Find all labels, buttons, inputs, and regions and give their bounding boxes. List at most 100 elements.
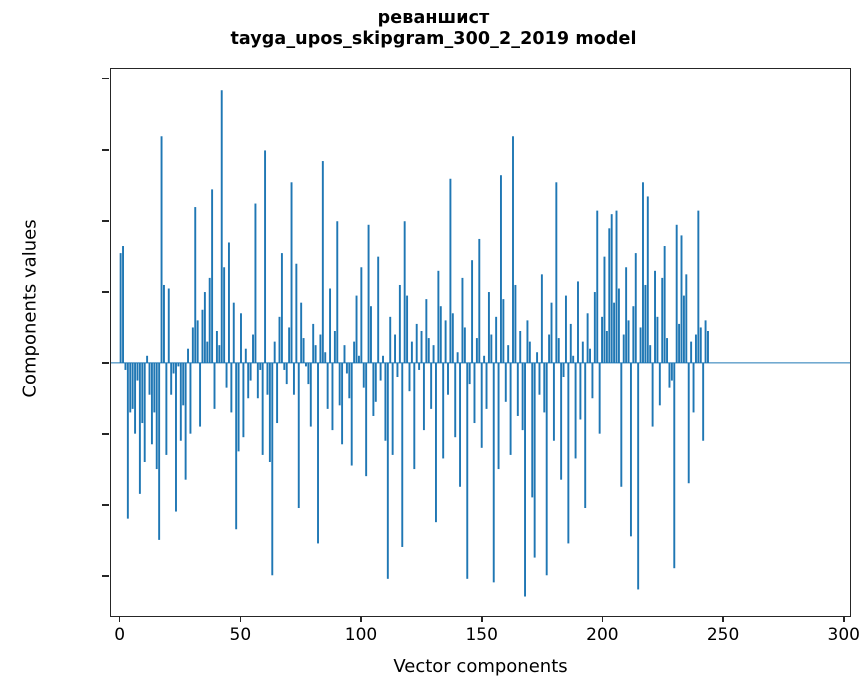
- bar: [639, 327, 642, 363]
- bar: [562, 362, 565, 378]
- bar: [379, 362, 382, 381]
- bar: [165, 362, 168, 455]
- bar: [555, 182, 558, 363]
- bar: [357, 355, 360, 363]
- bar: [353, 341, 356, 363]
- bar: [668, 362, 671, 388]
- bar: [531, 362, 534, 498]
- bar: [172, 362, 175, 374]
- bar: [259, 362, 262, 370]
- bar: [302, 338, 305, 363]
- bar: [591, 362, 594, 399]
- bar: [314, 345, 317, 363]
- bar: [528, 341, 531, 363]
- bar: [187, 348, 189, 363]
- bar: [707, 330, 709, 363]
- y-tick-mark: [101, 575, 109, 577]
- bar: [211, 189, 214, 363]
- bar: [620, 362, 623, 487]
- plot-axes-area: [110, 68, 851, 617]
- bar: [459, 362, 462, 487]
- bar: [439, 306, 442, 363]
- bar: [704, 320, 707, 363]
- x-tick-label: 150: [465, 625, 498, 645]
- bar: [215, 330, 218, 363]
- bar: [406, 295, 409, 363]
- y-tick-mark: [101, 219, 109, 222]
- bar: [129, 362, 132, 413]
- bar: [254, 203, 257, 363]
- bar: [122, 246, 124, 363]
- bar: [579, 362, 582, 420]
- bar: [601, 316, 604, 363]
- bar: [119, 253, 122, 363]
- bar: [548, 334, 551, 363]
- bar: [663, 246, 666, 363]
- chart-title-line1: реваншист: [377, 8, 490, 28]
- bar: [312, 323, 315, 363]
- bar: [509, 362, 512, 455]
- y-axis-label: Components values: [19, 219, 41, 398]
- bar: [418, 362, 421, 370]
- bar: [401, 362, 404, 547]
- bar: [131, 362, 134, 409]
- bar: [317, 362, 319, 544]
- bar: [170, 362, 173, 395]
- bar: [432, 345, 435, 363]
- bar: [362, 362, 365, 388]
- bar: [637, 362, 640, 590]
- bar: [278, 316, 281, 363]
- bar: [422, 362, 425, 431]
- bar: [461, 277, 464, 363]
- bar: [697, 210, 700, 363]
- bar: [300, 302, 303, 363]
- x-tick-mark: [360, 615, 362, 623]
- bar: [634, 253, 637, 363]
- bar: [499, 175, 502, 363]
- bar: [596, 210, 599, 363]
- bar: [331, 362, 334, 431]
- bar: [292, 362, 295, 395]
- bar: [403, 221, 406, 363]
- bar: [179, 362, 182, 441]
- bar: [124, 362, 127, 370]
- bar: [415, 323, 418, 363]
- bar: [536, 352, 539, 363]
- bar: [367, 224, 370, 363]
- bar: [468, 362, 471, 385]
- bar: [321, 161, 324, 363]
- bar: [141, 362, 144, 424]
- bar-series-svg: [111, 90, 850, 597]
- bar: [413, 362, 416, 470]
- bar: [492, 362, 495, 583]
- bar: [394, 334, 397, 363]
- x-tick-label: 300: [827, 625, 860, 645]
- bar: [687, 362, 690, 484]
- bar: [410, 341, 413, 363]
- bar: [398, 284, 401, 363]
- bar: [266, 362, 269, 395]
- bar: [223, 267, 226, 363]
- bar: [598, 362, 601, 434]
- bar: [244, 348, 247, 363]
- bar: [252, 334, 254, 363]
- bar: [218, 345, 221, 363]
- bar: [280, 253, 283, 363]
- bar: [196, 320, 199, 363]
- bar: [540, 274, 543, 363]
- bar: [444, 320, 447, 363]
- bar: [309, 362, 312, 427]
- bar: [138, 362, 141, 494]
- bar: [182, 362, 185, 406]
- bar: [651, 362, 654, 427]
- bar: [213, 362, 216, 409]
- bar: [613, 302, 616, 363]
- bar: [391, 362, 394, 455]
- bar: [430, 362, 433, 409]
- bar: [454, 362, 457, 438]
- bar: [646, 196, 649, 363]
- y-tick-mark: [101, 362, 109, 364]
- bar: [567, 362, 570, 544]
- bar: [487, 292, 490, 363]
